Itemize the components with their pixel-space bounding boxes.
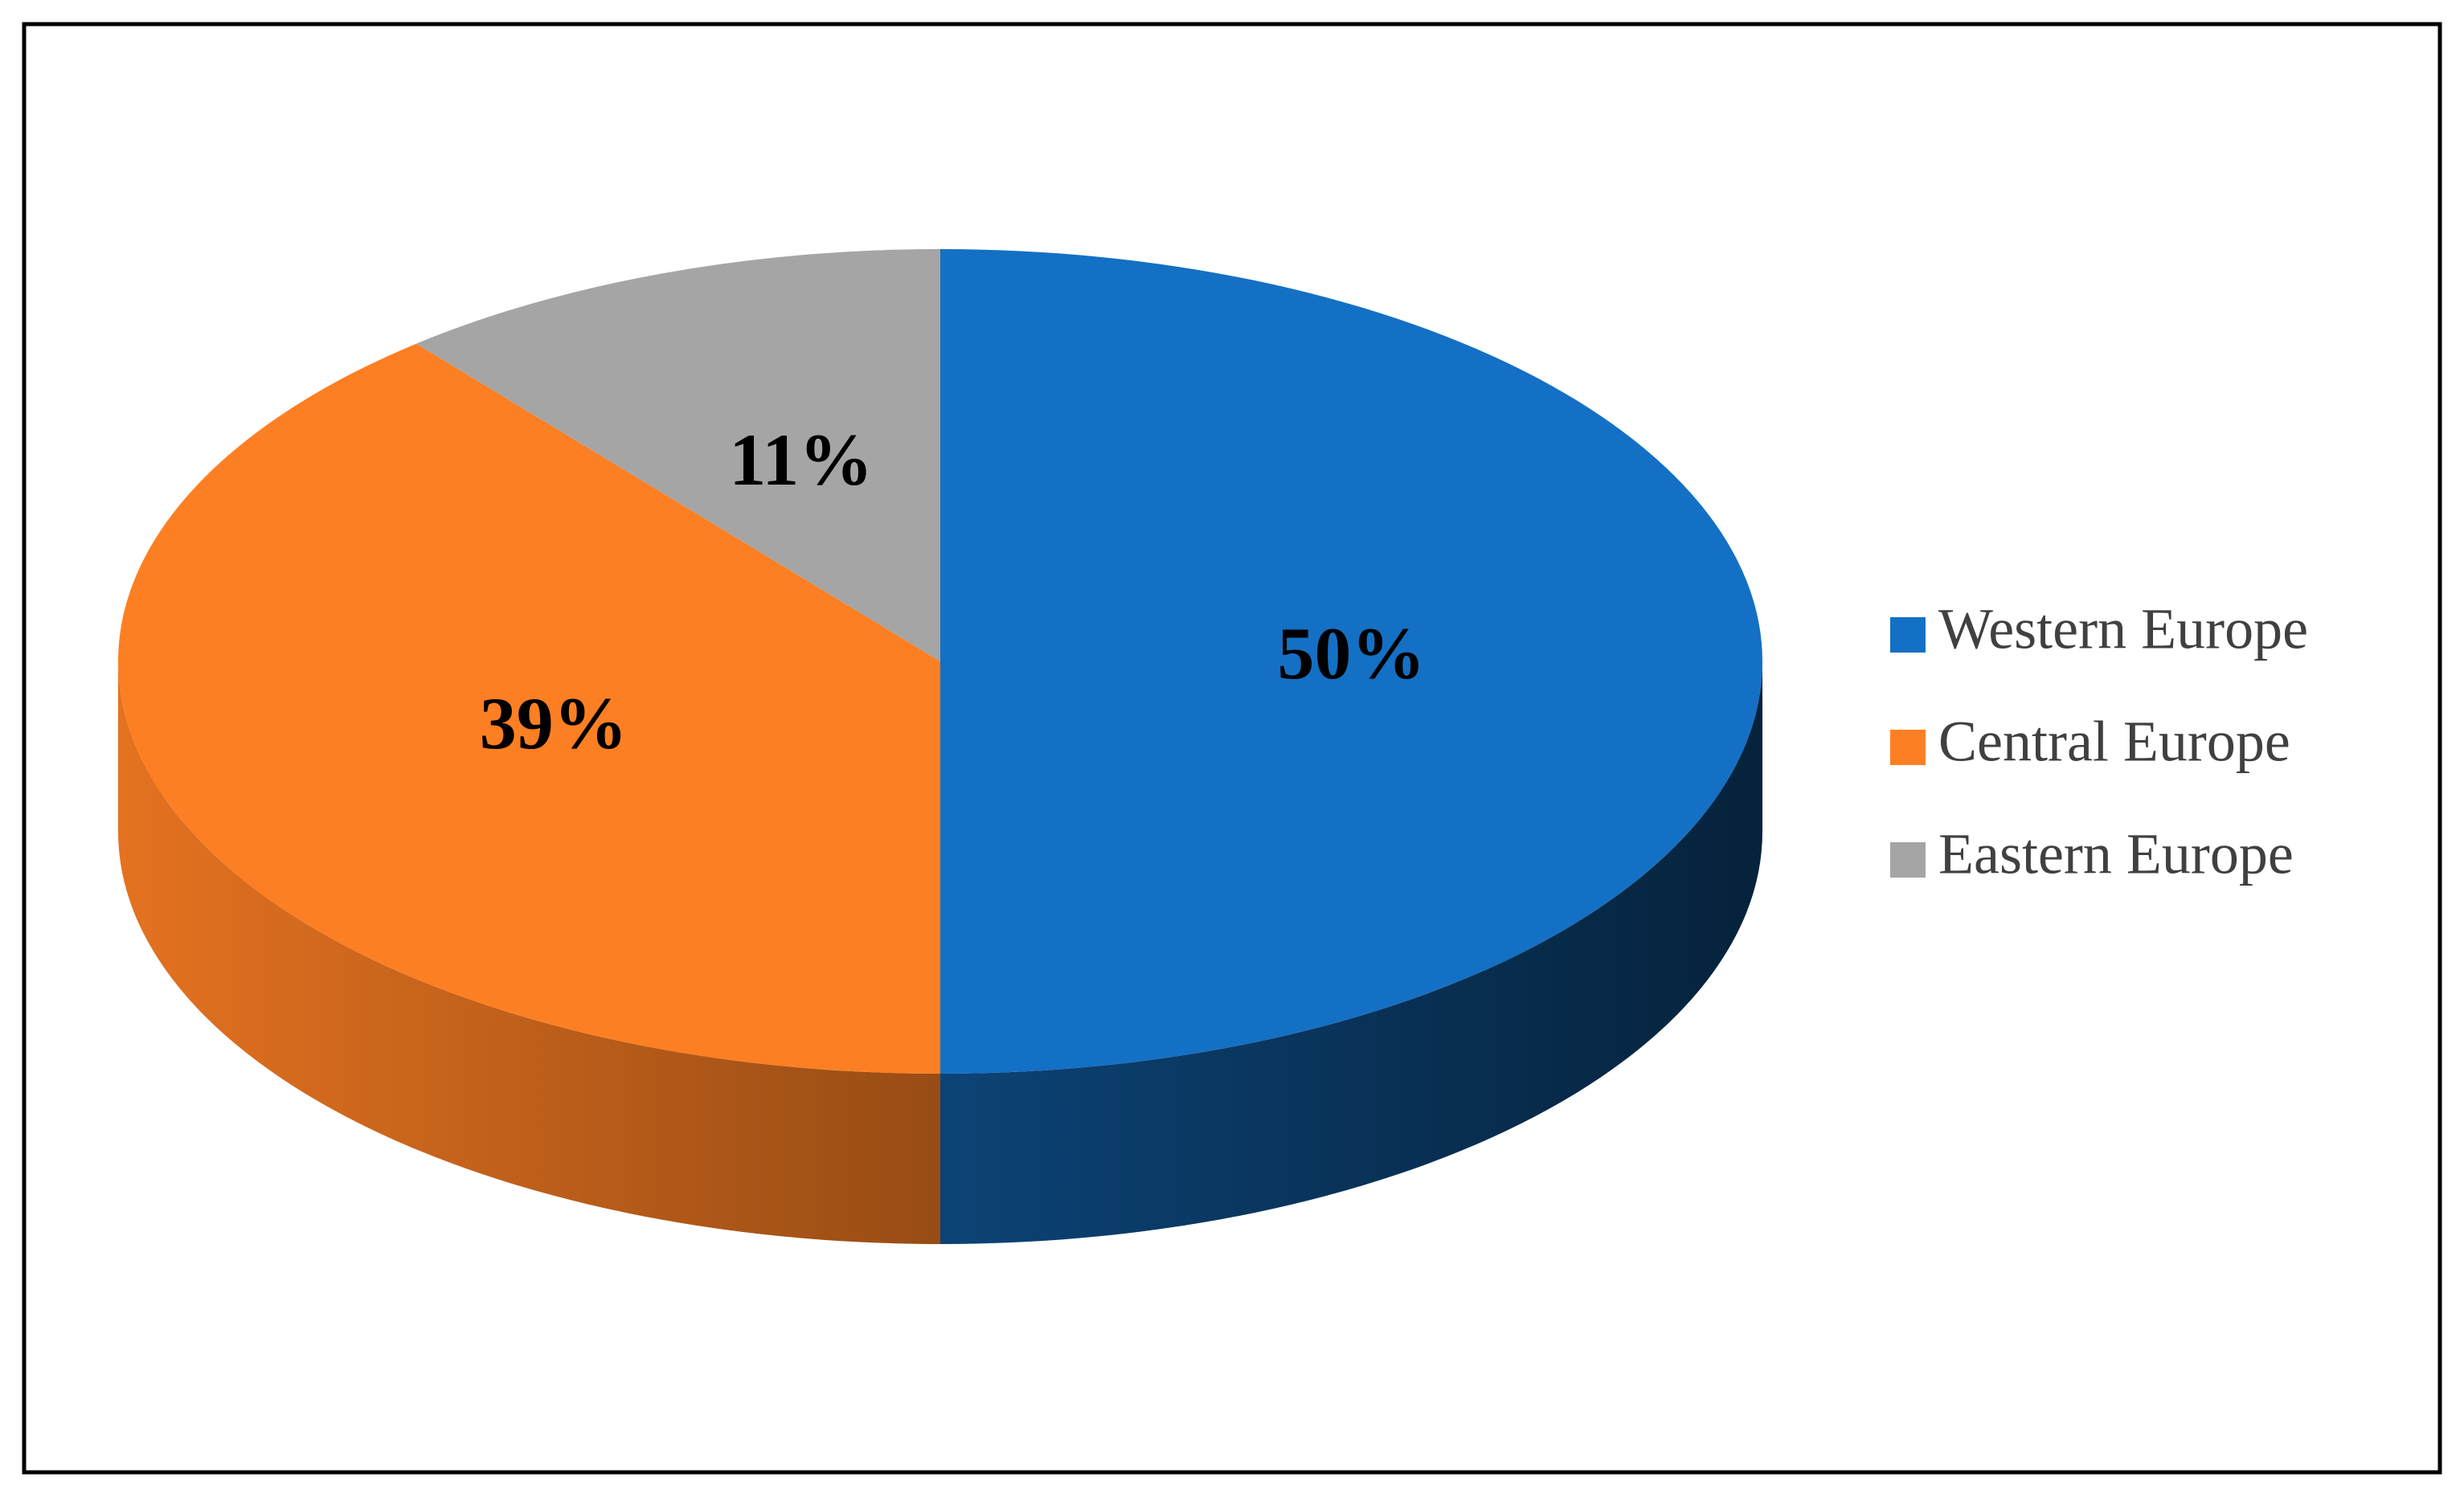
slice	[118, 343, 940, 1074]
legend-swatch	[1890, 842, 1926, 878]
slice-side	[118, 661, 940, 1244]
data-label: 39%	[480, 682, 628, 764]
legend-label: Eastern Europe	[1938, 822, 2294, 886]
slice-side	[940, 661, 1762, 1244]
data-label: 11%	[729, 419, 873, 501]
slice	[415, 249, 940, 661]
legend-swatch	[1890, 730, 1926, 765]
legend-label: Central Europe	[1938, 710, 2290, 774]
legend-swatch	[1890, 617, 1926, 653]
data-label: 50%	[1278, 612, 1426, 694]
slice	[940, 249, 1762, 1074]
legend-label: Western Europe	[1938, 597, 2308, 661]
